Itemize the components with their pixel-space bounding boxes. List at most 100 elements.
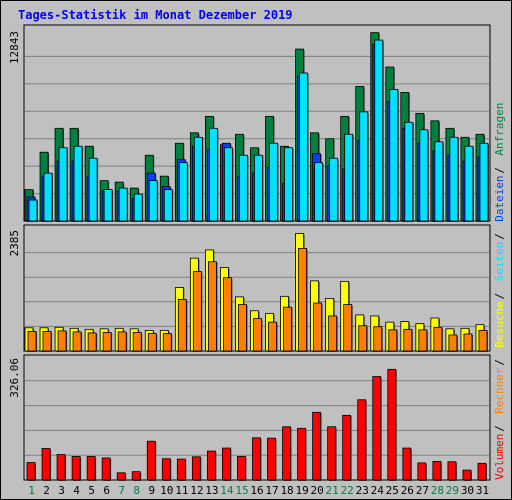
bar-middle-rechner-10 — [162, 333, 172, 352]
x-tick-label-25: 25 — [386, 484, 399, 497]
bar-middle-rechner-8 — [132, 332, 142, 352]
x-tick-label-30: 30 — [461, 484, 474, 497]
x-tick-label-17: 17 — [265, 484, 278, 497]
legend-separator: / — [493, 425, 506, 432]
bar-bottom-volumen-18 — [282, 426, 291, 481]
chart-panels: 12843 2385 326.06 — [8, 24, 491, 481]
x-tick-label-18: 18 — [280, 484, 293, 497]
bar-middle-rechner-30 — [463, 333, 473, 352]
bar-top-seiten-20 — [314, 162, 324, 222]
bar-top-seiten-14 — [224, 147, 233, 222]
legend-besuche: Besuche — [493, 301, 506, 347]
y-tick-label: 326.06 — [8, 358, 21, 398]
x-tick-label-12: 12 — [190, 484, 203, 497]
x-tick-label-27: 27 — [416, 484, 429, 497]
bar-top-seiten-6 — [103, 189, 113, 222]
bar-bottom-volumen-7 — [116, 472, 126, 481]
x-tick-label-19: 19 — [295, 484, 308, 497]
bar-bottom-volumen-5 — [86, 456, 96, 481]
bar-middle-rechner-17 — [268, 321, 277, 352]
bar-top-seiten-15 — [239, 154, 248, 222]
bar-bottom-volumen-16 — [252, 437, 261, 481]
bar-middle-rechner-27 — [418, 329, 428, 352]
bar-bottom-volumen-15 — [237, 456, 246, 481]
bar-top-seiten-24 — [374, 39, 384, 222]
bar-middle-rechner-21 — [328, 315, 338, 352]
bar-middle-rechner-9 — [147, 333, 157, 352]
bar-bottom-volumen-23 — [357, 399, 367, 481]
x-tick-label-7: 7 — [118, 484, 125, 497]
bar-top-seiten-8 — [133, 193, 143, 222]
x-tick-label-4: 4 — [73, 484, 80, 497]
bar-top-seiten-13 — [208, 127, 218, 222]
bar-bottom-volumen-14 — [222, 447, 231, 481]
bar-bottom-volumen-3 — [56, 454, 66, 481]
bar-top-seiten-22 — [344, 133, 354, 222]
bar-top-seiten-27 — [419, 129, 429, 222]
bar-middle-rechner-25 — [388, 329, 398, 352]
bar-middle-rechner-23 — [358, 325, 368, 352]
x-tick-label-10: 10 — [160, 484, 173, 497]
x-tick-label-22: 22 — [341, 484, 354, 497]
bar-top-seiten-7 — [118, 187, 128, 222]
legend-dateien: Dateien — [493, 175, 506, 221]
legend-volumen: Volumen — [493, 434, 506, 480]
bar-bottom-volumen-1 — [26, 462, 36, 481]
legend-seiten: Seiten — [493, 242, 506, 282]
bar-top-seiten-31 — [479, 142, 489, 222]
bar-middle-rechner-20 — [313, 302, 323, 352]
x-tick-label-13: 13 — [205, 484, 218, 497]
legend-separator: / — [493, 293, 506, 300]
bar-top-seiten-5 — [88, 157, 98, 222]
bar-bottom-volumen-2 — [41, 448, 51, 481]
bar-top-seiten-17 — [269, 142, 278, 222]
legend-anfragen: Anfragen — [493, 103, 506, 156]
x-tick-label-29: 29 — [446, 484, 459, 497]
x-tick-label-9: 9 — [148, 484, 155, 497]
bar-middle-rechner-29 — [448, 334, 458, 352]
bar-bottom-volumen-22 — [342, 414, 352, 481]
bar-top-seiten-11 — [178, 162, 188, 222]
bar-bottom-volumen-13 — [206, 450, 216, 481]
bar-bottom-volumen-6 — [101, 457, 111, 481]
bar-top-seiten-30 — [464, 145, 474, 222]
bar-top-seiten-9 — [148, 180, 158, 222]
x-tick-label-2: 2 — [43, 484, 50, 497]
panel-bottom: 326.06 — [8, 354, 491, 481]
x-tick-label-1: 1 — [28, 484, 35, 497]
bar-middle-rechner-2 — [42, 331, 52, 352]
panel-top: 12843 — [8, 24, 491, 223]
bar-bottom-volumen-25 — [387, 368, 397, 481]
bar-bottom-volumen-24 — [372, 376, 382, 481]
bar-bottom-volumen-28 — [432, 460, 442, 481]
bar-bottom-volumen-11 — [176, 458, 186, 481]
bar-middle-rechner-26 — [403, 328, 413, 352]
bar-top-seiten-2 — [43, 172, 53, 222]
bar-middle-rechner-16 — [253, 318, 262, 352]
bar-middle-rechner-14 — [223, 277, 232, 352]
bar-top-seiten-28 — [434, 141, 444, 222]
x-tick-label-16: 16 — [250, 484, 263, 497]
x-tick-label-20: 20 — [311, 484, 324, 497]
bar-top-seiten-3 — [58, 147, 68, 222]
bar-top-seiten-23 — [359, 111, 369, 222]
x-axis-labels: 1 2 3 4 5 6 7 8 9 10 11 12 13 14 15 16 17 18 19 20 21 22 23 24 2… — [28, 484, 489, 497]
x-tick-label-6: 6 — [103, 484, 110, 497]
x-tick-label-23: 23 — [356, 484, 369, 497]
bar-bottom-volumen-10 — [161, 458, 171, 481]
bar-bottom-volumen-31 — [477, 462, 487, 481]
bar-middle-rechner-28 — [433, 326, 443, 352]
bar-top-seiten-21 — [329, 157, 339, 222]
legend-rechner: Rechner — [493, 367, 506, 414]
bar-middle-rechner-12 — [192, 271, 202, 352]
x-tick-label-21: 21 — [326, 484, 339, 497]
bar-middle-rechner-7 — [117, 331, 127, 352]
bar-bottom-volumen-21 — [327, 426, 337, 481]
right-legend: Volumen / Rechner / Besuche / Seiten / D… — [493, 103, 506, 480]
bar-middle-rechner-3 — [57, 330, 67, 352]
bar-middle-rechner-1 — [27, 331, 37, 352]
bar-middle-rechner-13 — [207, 261, 217, 352]
bar-top-seiten-10 — [163, 189, 173, 222]
x-tick-label-24: 24 — [371, 484, 385, 497]
